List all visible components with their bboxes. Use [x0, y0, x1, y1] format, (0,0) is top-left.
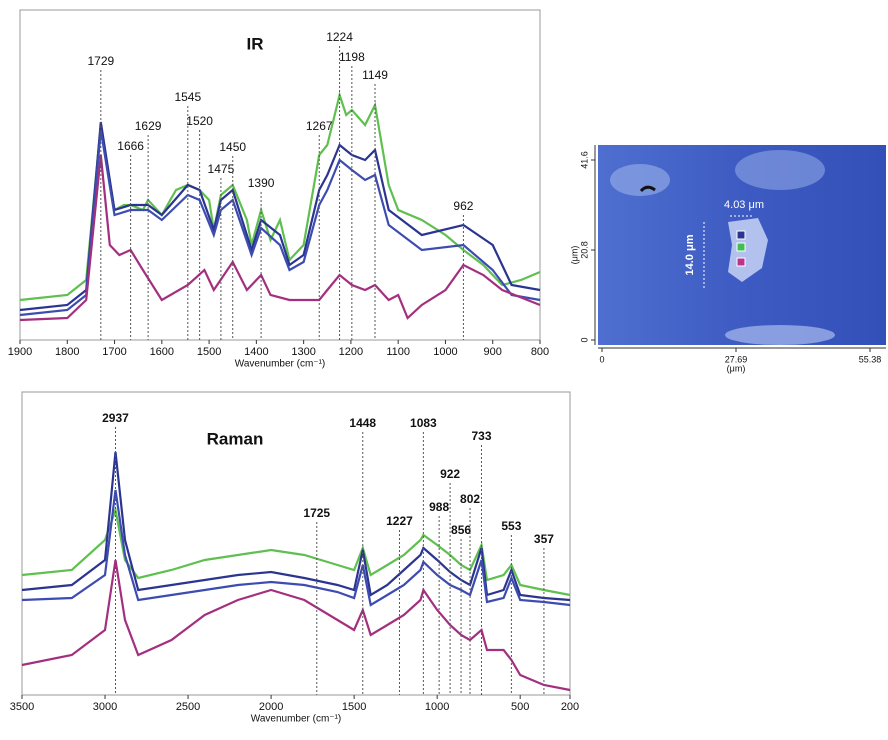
peak-label: 922: [440, 467, 460, 481]
spectrum-line: [21, 489, 571, 607]
peak-label: 1729: [87, 54, 114, 68]
x-tick-label: 1000: [433, 346, 457, 358]
spectrum-line: [19, 129, 541, 317]
chart-title: Raman: [207, 429, 264, 448]
spectrum-line: [21, 505, 571, 597]
x-tick-label: 2500: [176, 701, 200, 713]
peak-label: 1448: [349, 416, 376, 430]
x-tick-label: 1500: [197, 346, 221, 358]
spectrum-line: [19, 91, 541, 302]
y-tick-label: 0: [579, 337, 589, 342]
peak-label: 1666: [117, 139, 144, 153]
x-tick-label: 0: [599, 354, 604, 364]
bright-region: [735, 150, 825, 190]
x-tick-label: 200: [561, 701, 579, 713]
peak-label: 1227: [386, 514, 413, 528]
y-tick-label: 41.6: [579, 151, 589, 169]
x-axis-label: Wavenumber (cm⁻¹): [235, 359, 325, 370]
x-tick-label: 27.69: [725, 354, 748, 364]
x-tick-label: 1400: [244, 346, 268, 358]
peak-label: 1224: [326, 30, 353, 44]
peak-label: 1149: [362, 68, 388, 82]
x-tick-label: 1300: [291, 346, 315, 358]
plot-frame: [21, 391, 571, 696]
peak-label: 1390: [248, 176, 275, 190]
x-tick-label: 1500: [342, 701, 366, 713]
spot-marker: [736, 230, 746, 240]
spectrum-line: [21, 451, 571, 602]
peak-label: 1725: [303, 506, 330, 520]
spectrum-line: [19, 154, 541, 322]
x-tick-label: 3000: [93, 701, 117, 713]
x-tick-label: 500: [511, 701, 529, 713]
x-tick-label: 1700: [102, 346, 126, 358]
peak-label: 1083: [410, 416, 437, 430]
spot-marker: [736, 242, 746, 252]
peak-label: 1629: [135, 119, 162, 133]
x-tick-label: 900: [484, 346, 502, 358]
annotation: 4.03 μm: [724, 199, 764, 211]
y-axis-label: (μm): [569, 246, 579, 265]
peak-label: 1475: [208, 162, 235, 176]
dark-mark: [639, 185, 656, 193]
x-tick-label: 1800: [55, 346, 79, 358]
x-tick-label: 1200: [339, 346, 363, 358]
x-tick-label: 2000: [259, 701, 283, 713]
peak-label: 856: [451, 523, 471, 537]
spectrum-line: [21, 559, 571, 692]
peak-label: 1545: [174, 90, 201, 104]
peak-label: 802: [460, 492, 480, 506]
peak-label: 1450: [219, 140, 246, 154]
chart-title: IR: [247, 34, 264, 53]
bright-region: [610, 164, 670, 196]
peak-label: 553: [501, 519, 521, 533]
x-tick-label: 3500: [10, 701, 34, 713]
x-tick-label: 55.38: [859, 354, 882, 364]
x-axis-label: (μm): [727, 363, 746, 373]
x-axis-label: Wavenumber (cm⁻¹): [251, 714, 341, 725]
peak-label: 357: [534, 532, 554, 546]
peak-label: 1198: [339, 50, 365, 64]
peak-label: 1520: [186, 114, 213, 128]
peak-label: 733: [471, 429, 491, 443]
y-tick-label: 20.8: [579, 241, 589, 259]
peak-label: 1267: [306, 119, 333, 133]
bright-region: [725, 325, 835, 345]
x-tick-label: 1900: [8, 346, 32, 358]
peak-label: 988: [429, 500, 449, 514]
x-tick-label: 1600: [150, 346, 174, 358]
peak-label: 2937: [102, 411, 129, 425]
plot-frame: [19, 9, 541, 341]
x-tick-label: 1100: [386, 346, 410, 358]
x-tick-label: 800: [531, 346, 549, 358]
spot-marker: [736, 257, 746, 267]
spectrum-line: [19, 121, 541, 312]
x-tick-label: 1000: [425, 701, 449, 713]
peak-label: 962: [453, 199, 473, 213]
annotation: 14.0 μm: [684, 234, 696, 275]
